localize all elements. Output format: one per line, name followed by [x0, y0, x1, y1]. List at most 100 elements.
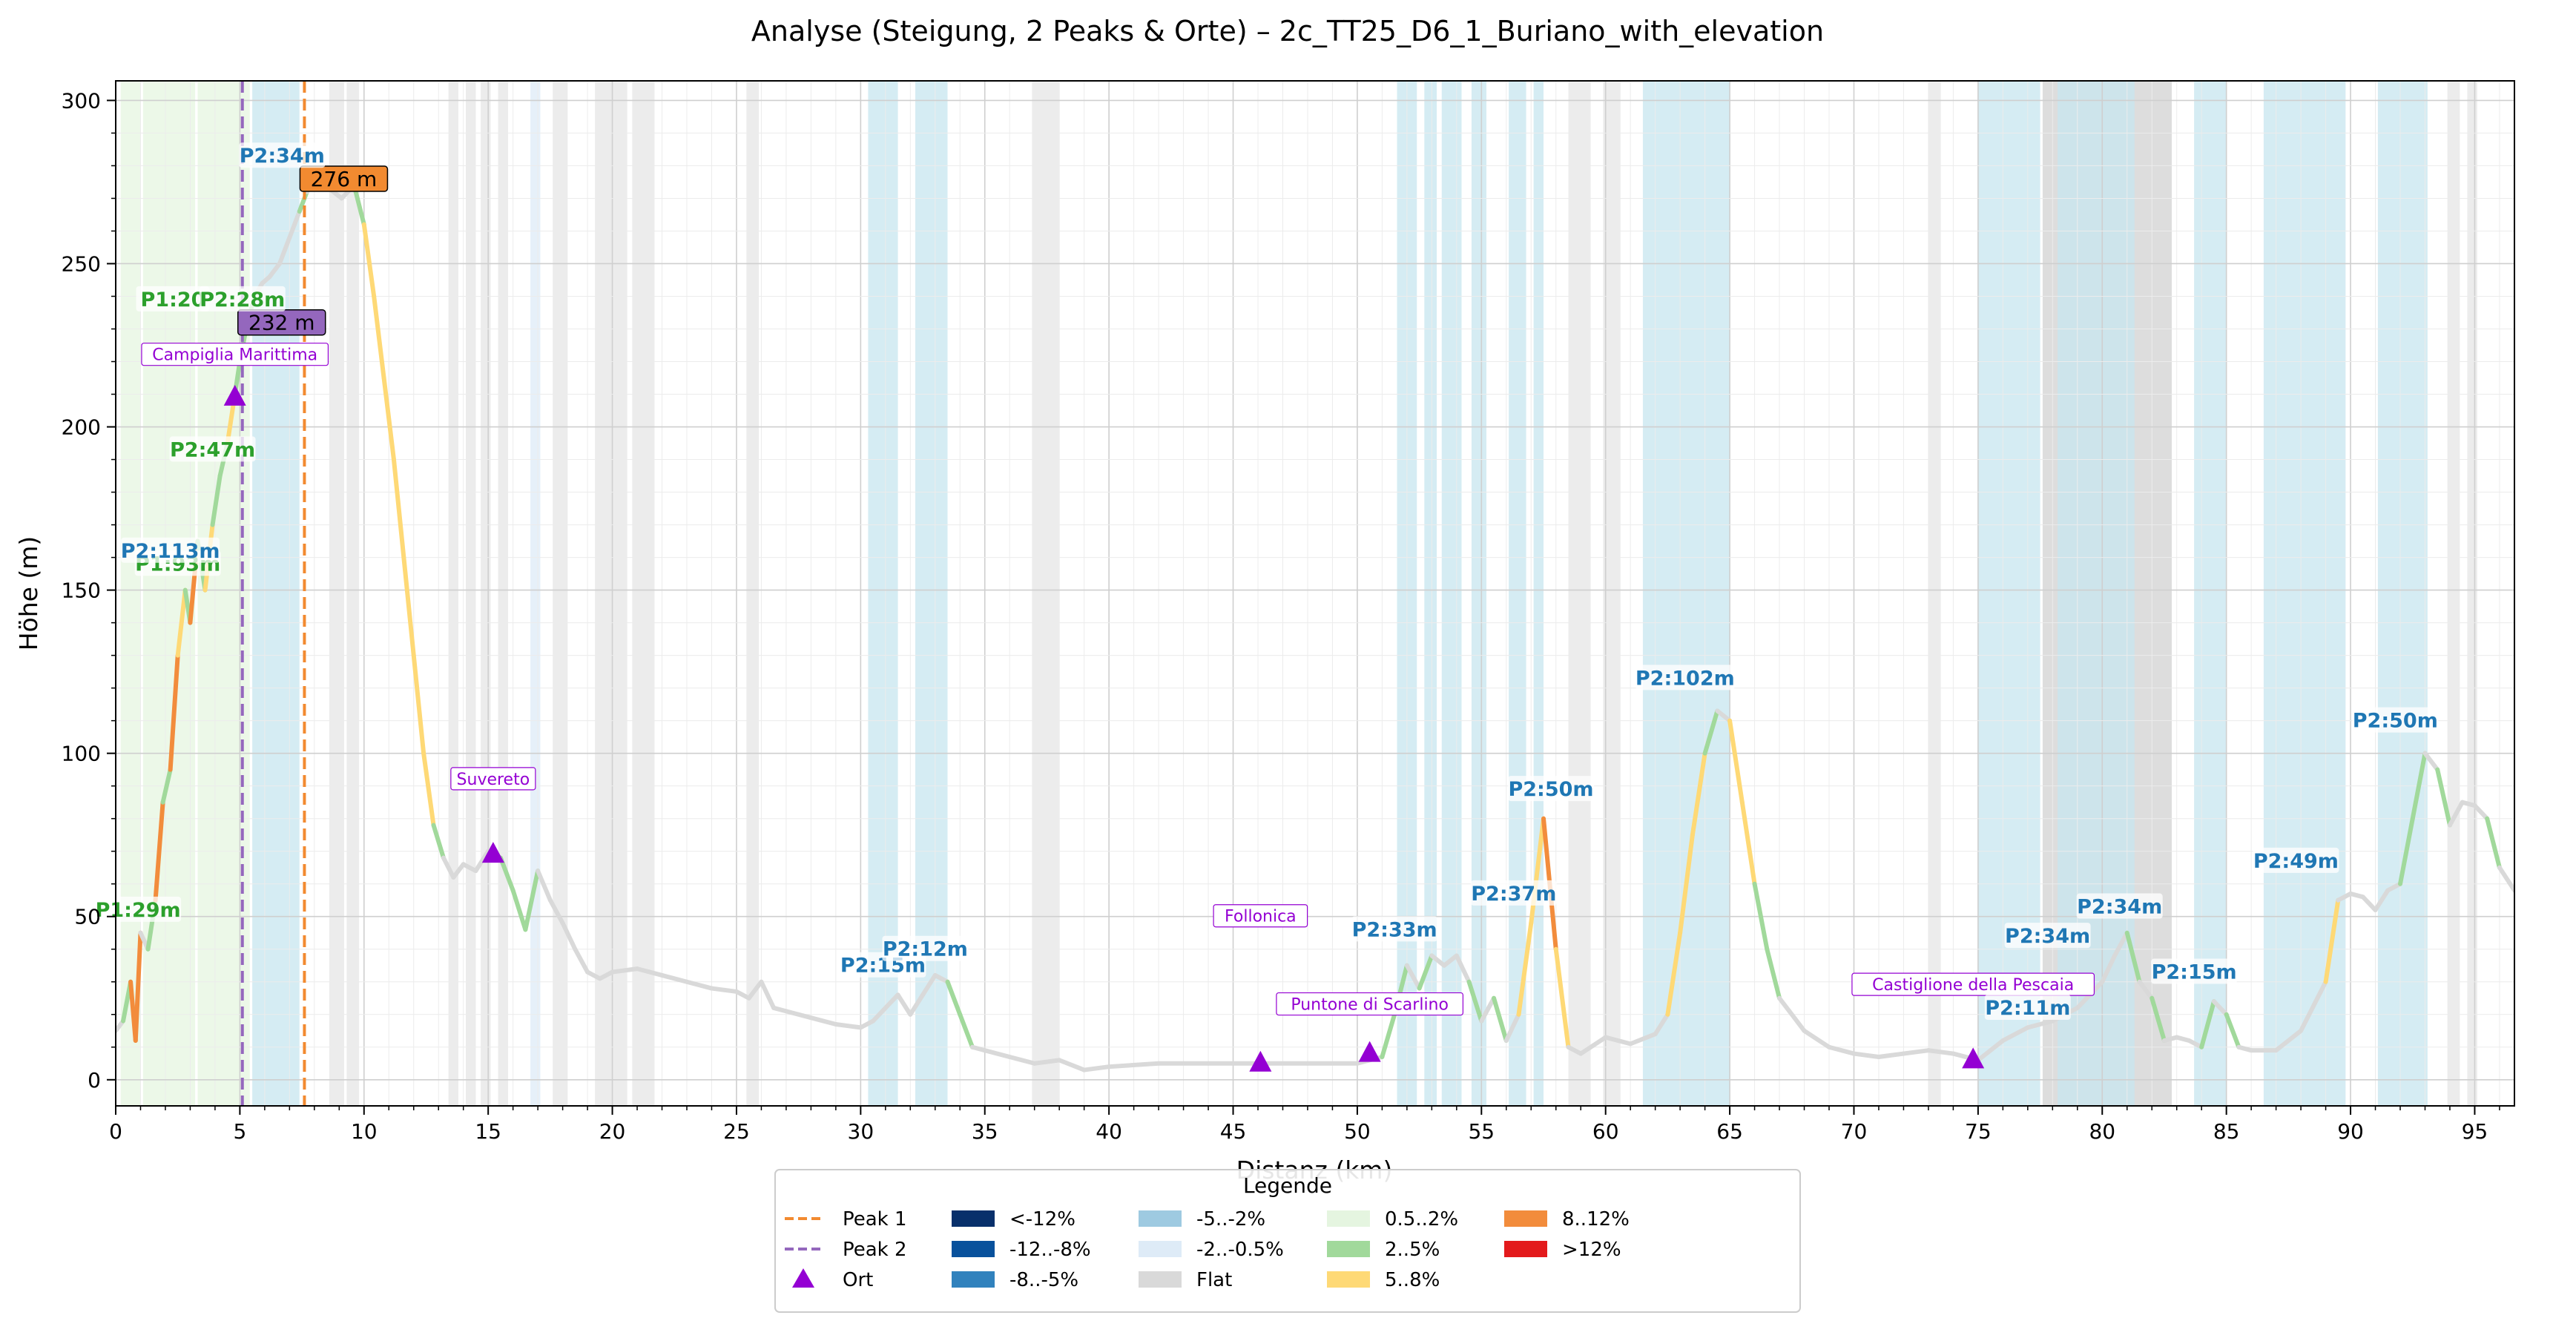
profile-segment — [1404, 963, 1422, 991]
climb-label-box — [199, 286, 286, 312]
profile-segment — [361, 222, 377, 299]
gradient-band — [466, 81, 476, 1106]
profile-segment — [2447, 800, 2465, 828]
profile-segment — [2398, 816, 2415, 886]
profile-segment — [635, 966, 665, 978]
climb-label-box — [95, 896, 182, 922]
profile-segment — [1578, 1035, 1608, 1056]
legend-label: Ort — [843, 1269, 873, 1291]
profile-segment — [1739, 800, 1757, 886]
profile-segment — [573, 946, 590, 975]
gradient-band — [1533, 81, 1544, 1106]
profile-segment — [783, 1009, 814, 1021]
profile-segment — [2187, 1038, 2204, 1050]
peak-1-label: 276 m — [311, 167, 378, 191]
gradient-bands — [120, 81, 2477, 1106]
profile-segment — [1653, 1012, 1670, 1037]
climb-label-box — [1635, 665, 1735, 691]
climb-label: P2:50m — [1508, 778, 1593, 801]
profile-segment — [431, 823, 446, 860]
chart-title: Analyse (Steigung, 2 Peaks & Orte) – 2c_… — [751, 15, 1824, 47]
profile-segment — [277, 235, 292, 266]
legend-swatch — [952, 1271, 995, 1288]
gradient-band — [746, 81, 760, 1106]
climb-label-box — [2151, 958, 2238, 984]
climb-label-box — [1351, 916, 1438, 942]
x-tick-label: 20 — [599, 1119, 626, 1144]
profile-segment — [461, 862, 478, 874]
x-tick-label: 40 — [1096, 1119, 1122, 1144]
profile-segment — [1057, 1058, 1087, 1072]
profile-segment — [2112, 930, 2129, 958]
profile-segment — [932, 972, 950, 984]
climb-label: P2:49m — [2253, 850, 2339, 873]
legend-label: 2..5% — [1385, 1239, 1440, 1261]
profile-segment — [1107, 1061, 1162, 1070]
profile-segment — [560, 920, 578, 952]
profile-segment — [883, 992, 900, 1010]
legend-swatch — [1504, 1210, 1547, 1227]
profile-segment — [1715, 708, 1733, 723]
profile-segment — [210, 473, 223, 527]
climb-label: P2:33m — [1352, 918, 1437, 941]
profile-segment — [391, 457, 406, 560]
climb-label: P2:113m — [121, 540, 220, 563]
x-tick-label: 95 — [2462, 1119, 2488, 1144]
gradient-band — [1928, 81, 1941, 1106]
climb-label: P1:29m — [96, 899, 181, 922]
gradient-band — [2058, 81, 2135, 1106]
gradient-band — [2377, 81, 2428, 1106]
gradient-band — [1471, 81, 1486, 1106]
profile-segment — [372, 294, 386, 380]
profile-segment — [1975, 1038, 2006, 1063]
legend-label: Peak 1 — [843, 1208, 907, 1230]
y-tick-label: 100 — [62, 742, 101, 766]
legend-label: <-12% — [1009, 1208, 1075, 1230]
profile-segment — [1901, 1048, 1931, 1056]
profile-segment — [510, 888, 528, 932]
profile-segment — [1603, 1035, 1633, 1047]
profile-segment — [1678, 832, 1695, 935]
profile-segment — [746, 979, 764, 1001]
x-tick-label: 75 — [1965, 1119, 1992, 1144]
climb-label-box — [169, 436, 256, 462]
legend-swatch — [1139, 1241, 1182, 1257]
profile-segment — [1442, 953, 1459, 968]
profile-segment — [2299, 979, 2328, 1033]
gradient-band — [1032, 81, 1060, 1106]
profile-segment — [610, 966, 640, 975]
ort-marker — [481, 842, 504, 863]
x-tick-label: 50 — [1344, 1119, 1371, 1144]
climb-label-box — [1508, 776, 1595, 802]
profile-segment — [734, 989, 751, 1001]
climb-label-box — [121, 537, 220, 563]
profile-segment — [1553, 946, 1571, 1050]
profile-segment — [1417, 953, 1434, 991]
profile-segment — [833, 1021, 863, 1030]
x-tick-label: 30 — [848, 1119, 874, 1144]
profile-segment — [401, 555, 416, 658]
ort-label: Suvereto — [457, 771, 530, 789]
profile-segment — [1479, 995, 1497, 1024]
profile-segment — [1081, 1064, 1112, 1072]
profile-segment — [759, 979, 777, 1010]
profile-segment — [2211, 999, 2229, 1017]
gradient-band — [2447, 81, 2460, 1106]
profile-segment — [175, 587, 188, 658]
ort-marker — [1358, 1041, 1381, 1062]
ort-markers: Campiglia Marittima Suvereto Follonica Punt… — [141, 343, 2095, 1072]
x-tick-label: 90 — [2337, 1119, 2364, 1144]
y-tick-label: 150 — [62, 579, 101, 603]
profile-segment — [2000, 1025, 2030, 1043]
profile-segment — [982, 1048, 1012, 1059]
peak-2-label: 232 m — [248, 311, 315, 335]
ort-label-box — [1276, 992, 1464, 1016]
profile-segment — [1665, 930, 1683, 1017]
profile-segment — [1466, 979, 1484, 1024]
legend-title: Legende — [1243, 1173, 1332, 1198]
climb-label: P1:20 — [141, 289, 205, 312]
climb-label: P2:34m — [2005, 925, 2090, 948]
gradient-band — [1441, 81, 1462, 1106]
legend-swatch — [792, 1268, 814, 1288]
profile-segment — [2100, 953, 2117, 984]
